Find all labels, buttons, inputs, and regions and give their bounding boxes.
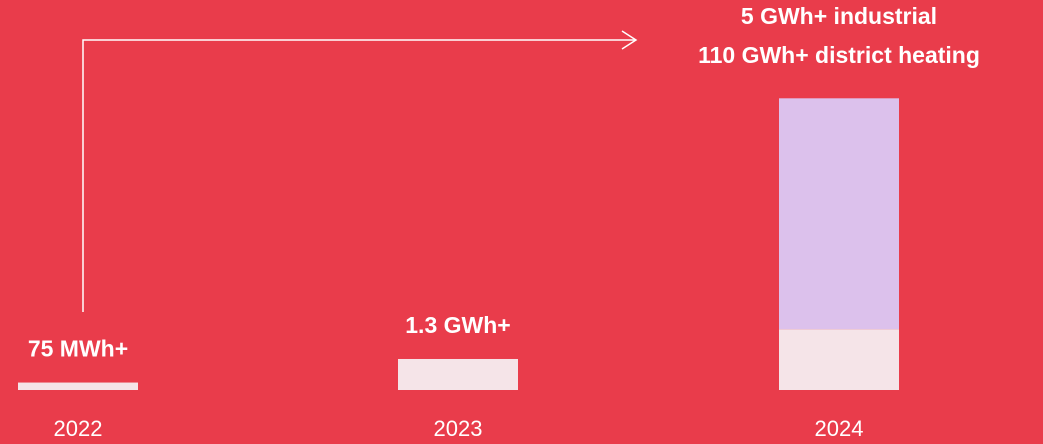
x-tick-label: 2023: [434, 416, 483, 441]
x-tick-label: 2022: [54, 416, 103, 441]
arrow-head: [621, 30, 638, 50]
value-label: 75 MWh+: [28, 336, 128, 362]
bar-segment: [398, 358, 518, 390]
value-label: 1.3 GWh+: [405, 312, 510, 338]
x-tick-label: 2024: [815, 416, 864, 441]
bar-segment: [18, 382, 138, 390]
bar-segment: [779, 329, 899, 390]
growth-arrow: [82, 39, 636, 312]
value-label: 5 GWh+ industrial: [741, 3, 937, 29]
bar-segment: [779, 98, 899, 330]
value-label: 110 GWh+ district heating: [698, 42, 980, 68]
